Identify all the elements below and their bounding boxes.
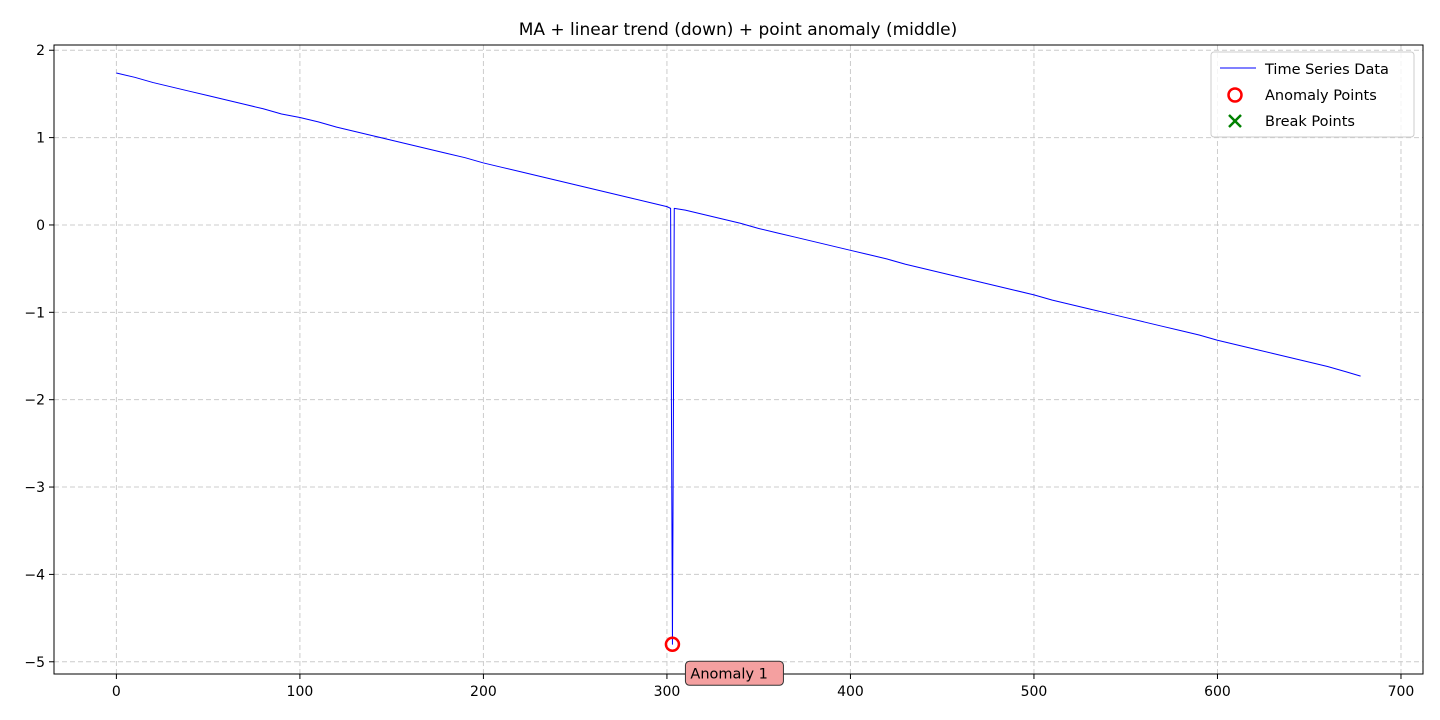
series-line (116, 72, 1361, 645)
x-tick-label: 700 (1388, 684, 1415, 700)
x-tick-label: 0 (112, 684, 121, 700)
y-tick-label: −3 (24, 480, 45, 496)
legend-label-break: Break Points (1265, 114, 1355, 130)
legend-cross-swatch (1228, 114, 1242, 128)
y-tick-label: 1 (36, 131, 45, 147)
y-tick-label: −4 (24, 567, 45, 583)
legend-box (1210, 51, 1415, 138)
anomaly-label-box (684, 660, 784, 686)
y-tick-label: 0 (36, 218, 45, 234)
y-tick-label: −5 (24, 655, 45, 671)
x-tick-label: 100 (287, 684, 314, 700)
axis-ticks: 0 100 200 300 400 500 600 700 2 1 0 −1 −2 −3 −4 −5 (24, 43, 1414, 700)
x-tick-label: 600 (1204, 684, 1231, 700)
legend-label-anomaly: Anomaly Points (1265, 88, 1377, 104)
x-tick-label: 200 (470, 684, 497, 700)
y-tick-label: −2 (24, 393, 45, 409)
x-tick-label: 300 (654, 684, 681, 700)
grid (54, 45, 1423, 674)
anomaly-point (664, 636, 681, 653)
x-tick-label: 500 (1021, 684, 1048, 700)
plot-area (116, 72, 1361, 653)
x-tick-label: 400 (837, 684, 864, 700)
y-tick-label: 2 (36, 43, 45, 59)
legend: Time Series Data Anomaly Points Break Poin… (1210, 51, 1415, 138)
annotations: Anomaly 1 (684, 660, 784, 686)
legend-label-series: Time Series Data (1264, 62, 1389, 78)
anomaly-label: Anomaly 1 (690, 666, 767, 682)
anomaly-annotation: Anomaly 1 (684, 660, 784, 686)
chart-title: MA + linear trend (down) + point anomaly… (519, 20, 958, 40)
y-tick-label: −1 (24, 305, 45, 321)
legend-circle-swatch (1227, 87, 1243, 103)
